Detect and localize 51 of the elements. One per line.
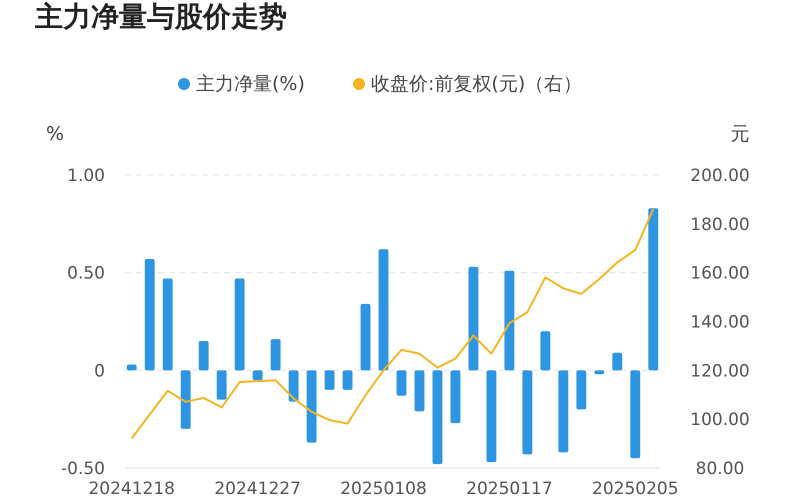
bar — [252, 370, 263, 380]
bar — [288, 370, 299, 402]
bar — [468, 266, 478, 370]
legend-label: 收盘价:前复权(元)（右） — [371, 73, 582, 95]
bar — [540, 331, 550, 370]
y-axis-title: % — [46, 123, 64, 145]
bar — [576, 370, 586, 410]
bar — [324, 370, 335, 390]
x-tick-label: 20250108 — [340, 479, 427, 499]
bar — [378, 249, 388, 370]
x-tick-label: 20250117 — [466, 479, 553, 499]
bar — [648, 208, 658, 370]
x-tick-label: 20250205 — [592, 479, 679, 499]
y2-axis-title: 元 — [730, 123, 750, 145]
y2-tick-label: 180.00 — [690, 214, 750, 235]
bar — [486, 370, 496, 462]
y-tick-label: -0.50 — [61, 459, 105, 479]
y-tick-label: 1.00 — [67, 166, 105, 186]
bar — [126, 364, 137, 370]
bar — [450, 370, 460, 424]
bar — [612, 352, 622, 370]
line-series — [130, 208, 654, 440]
bar — [144, 258, 155, 370]
bar — [306, 370, 317, 443]
y-tick-label: 0 — [94, 361, 105, 382]
y2-tick-label: 120.00 — [690, 361, 750, 382]
bar — [504, 270, 514, 370]
bar — [180, 370, 191, 429]
chart-title: 主力净量与股价走势 — [34, 0, 287, 33]
bar — [630, 370, 640, 458]
bar — [414, 370, 424, 412]
legend-label: 主力净量(%) — [196, 73, 305, 95]
y2-tick-label: 140.00 — [690, 312, 750, 332]
bar — [270, 339, 281, 370]
y2-tick-label: 160.00 — [690, 264, 750, 284]
bar — [360, 304, 370, 370]
bar — [396, 370, 406, 396]
y2-tick-label: 100.00 — [690, 410, 750, 430]
x-tick-label: 20241218 — [88, 479, 176, 499]
y2-tick-label: 80.00 — [696, 459, 744, 479]
bar — [216, 370, 227, 400]
x-tick-label: 20241227 — [214, 479, 301, 499]
y-tick-label: 0.50 — [67, 264, 105, 284]
bar — [162, 278, 173, 370]
bar — [522, 370, 532, 454]
y2-tick-label: 200.00 — [690, 166, 750, 186]
bar — [432, 370, 442, 464]
bar — [198, 341, 209, 370]
bar — [558, 370, 568, 452]
bar — [234, 278, 245, 370]
bar — [342, 370, 352, 390]
